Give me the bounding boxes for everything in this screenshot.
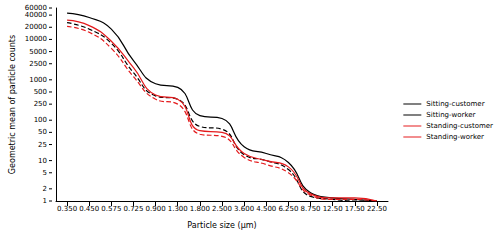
svg-text:20000: 20000 bbox=[25, 23, 47, 31]
svg-text:250: 250 bbox=[34, 100, 47, 108]
svg-text:4.500: 4.500 bbox=[256, 205, 276, 213]
svg-text:100: 100 bbox=[34, 116, 47, 124]
svg-text:1: 1 bbox=[43, 197, 47, 205]
svg-text:1.300: 1.300 bbox=[168, 205, 188, 213]
svg-text:6.250: 6.250 bbox=[278, 205, 298, 213]
svg-text:Standing-worker: Standing-worker bbox=[426, 133, 484, 141]
svg-text:Geometric mean of particle cou: Geometric mean of particle counts bbox=[8, 35, 17, 174]
svg-text:60000: 60000 bbox=[25, 4, 47, 12]
svg-text:Sitting-worker: Sitting-worker bbox=[426, 111, 475, 119]
svg-text:10000: 10000 bbox=[25, 35, 47, 43]
svg-text:50: 50 bbox=[38, 128, 47, 136]
svg-text:Sitting-customer: Sitting-customer bbox=[426, 100, 484, 108]
svg-text:22.50: 22.50 bbox=[367, 205, 387, 213]
svg-text:0.725: 0.725 bbox=[123, 205, 143, 213]
svg-text:8.750: 8.750 bbox=[301, 205, 321, 213]
svg-text:0.450: 0.450 bbox=[79, 205, 99, 213]
svg-text:2500: 2500 bbox=[29, 60, 47, 68]
svg-text:0.575: 0.575 bbox=[101, 205, 121, 213]
svg-text:2: 2 bbox=[43, 185, 47, 193]
svg-text:500: 500 bbox=[34, 88, 47, 96]
svg-text:40000: 40000 bbox=[25, 11, 47, 19]
svg-text:0.900: 0.900 bbox=[146, 205, 166, 213]
svg-text:2.500: 2.500 bbox=[212, 205, 232, 213]
svg-text:5000: 5000 bbox=[29, 48, 47, 56]
svg-text:Standing-customer: Standing-customer bbox=[426, 122, 493, 130]
svg-text:12.50: 12.50 bbox=[323, 205, 343, 213]
svg-text:0.350: 0.350 bbox=[57, 205, 77, 213]
svg-text:17.50: 17.50 bbox=[345, 205, 365, 213]
svg-text:25: 25 bbox=[38, 141, 47, 149]
svg-text:5: 5 bbox=[43, 169, 47, 177]
svg-text:1.800: 1.800 bbox=[190, 205, 210, 213]
svg-text:10: 10 bbox=[38, 157, 47, 165]
svg-text:1000: 1000 bbox=[29, 76, 47, 84]
svg-text:Particle size (μm): Particle size (μm) bbox=[187, 221, 256, 230]
svg-text:3.600: 3.600 bbox=[234, 205, 254, 213]
